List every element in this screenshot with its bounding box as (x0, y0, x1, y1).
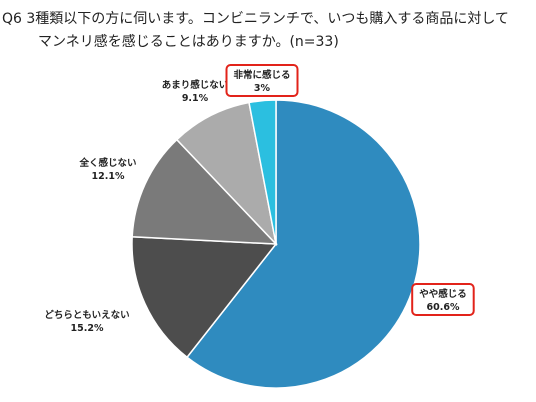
highlight-box (411, 283, 475, 316)
highlight-box-fill (227, 66, 297, 95)
chart-title: Q6 3種類以下の方に伺います。コンビニランチで、いつも購入する商品に対して マ… (2, 8, 532, 54)
title-line-2: マンネリ感を感じることはありますか。(n=33) (38, 34, 339, 50)
slice-category-label: あまり感じない (162, 79, 229, 91)
slice-value-label: 15.2% (71, 323, 104, 334)
highlight-box-fill (413, 285, 473, 314)
slice-label-4: あまり感じない 9.1% (162, 79, 229, 104)
highlight-box (225, 64, 299, 97)
slice-label-5: 非常に感じる 3% (225, 64, 299, 97)
pie-slice-3 (131, 138, 278, 245)
pie-slice-4 (175, 101, 278, 247)
title-line-1: Q6 3種類以下の方に伺います。コンビニランチで、いつも購入する商品に対して (2, 11, 509, 27)
slice-category-label: どちらともいえない (44, 309, 129, 321)
slice-value-label: 12.1% (92, 171, 125, 182)
slice-value-label: 9.1% (182, 93, 209, 104)
slice-value-label: 3% (254, 83, 271, 94)
slice-category-label: 全く感じない (78, 157, 136, 169)
slice-value-label: 60.6% (427, 302, 460, 313)
slice-label-2: どちらともいえない 15.2% (44, 309, 129, 334)
pie-slice-2 (131, 235, 278, 359)
pie-slice-5 (248, 99, 277, 245)
slice-label-3: 全く感じない 12.1% (78, 157, 136, 182)
slice-label-1: やや感じる 60.6% (411, 283, 475, 316)
slice-category-label: 非常に感じる (233, 69, 290, 81)
slice-category-label: やや感じる (419, 288, 467, 300)
